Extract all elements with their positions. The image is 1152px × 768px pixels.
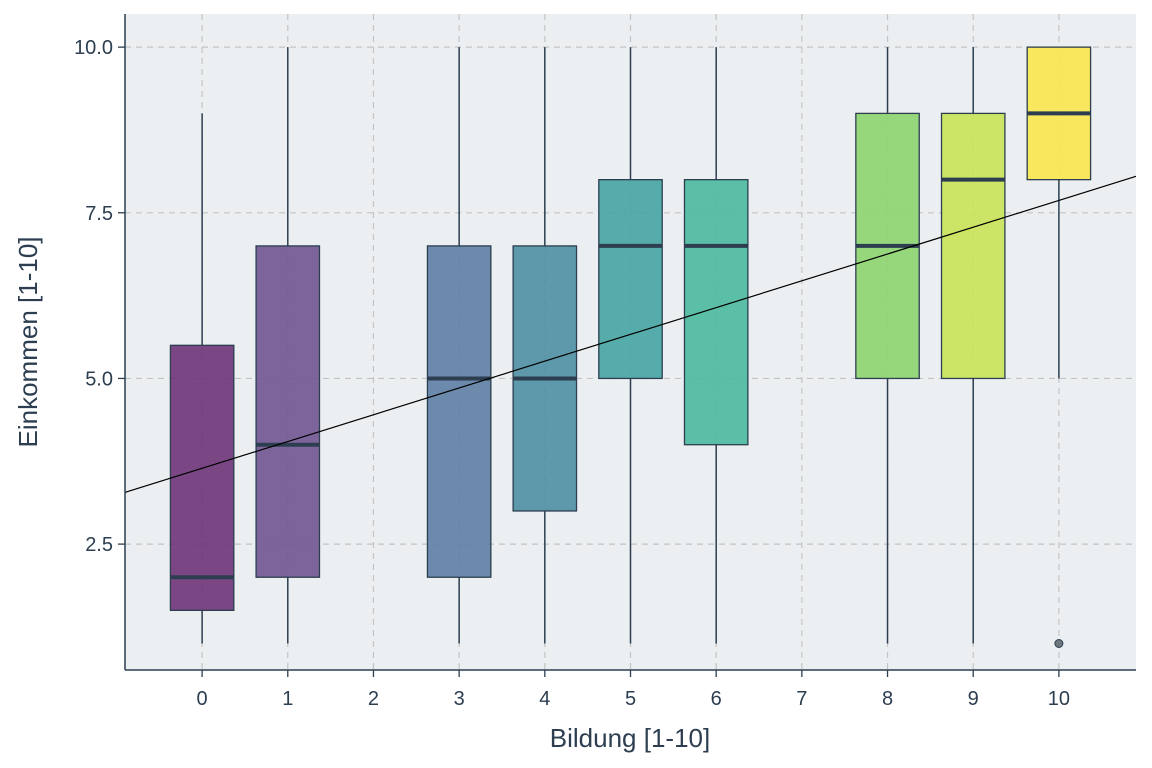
- y-tick-label: 2.5: [85, 534, 113, 556]
- box-5: [598, 47, 663, 644]
- box-1: [255, 47, 321, 644]
- box-6: [683, 47, 749, 644]
- box-4: [512, 47, 578, 644]
- box-iqr: [940, 112, 1006, 380]
- box-iqr: [169, 344, 235, 612]
- x-tick-label: 7: [796, 688, 807, 710]
- tick-labels: 0 1 2 3 4 5 6 7 8 9 10 2.5 5.0 7.5 10.0: [74, 37, 1070, 710]
- y-tick-label: 5.0: [85, 368, 113, 390]
- y-tick-label: 7.5: [85, 203, 113, 225]
- box-9: [940, 47, 1006, 644]
- box-0: [169, 113, 235, 644]
- x-tick-label: 0: [197, 688, 208, 710]
- box-10: [1026, 46, 1092, 648]
- box-3: [426, 47, 492, 644]
- x-tick-label: 3: [454, 688, 465, 710]
- box-iqr: [598, 179, 663, 380]
- boxes: [169, 46, 1092, 648]
- box-8: [855, 47, 920, 644]
- x-tick-label: 1: [282, 688, 293, 710]
- x-tick-label: 4: [539, 688, 550, 710]
- box-iqr: [426, 245, 492, 578]
- x-tick-label: 6: [711, 688, 722, 710]
- y-axis-title: Einkommen [1-10]: [13, 237, 43, 448]
- box-iqr: [683, 179, 749, 446]
- x-tick-label: 5: [625, 688, 636, 710]
- trend-line-group: [124, 175, 1137, 493]
- trend-line: [124, 175, 1137, 493]
- x-tick-label: 2: [368, 688, 379, 710]
- y-tick-label: 10.0: [74, 37, 113, 59]
- x-axis-title: Bildung [1-10]: [550, 723, 710, 753]
- x-tick-label: 8: [882, 688, 893, 710]
- x-tick-label: 9: [968, 688, 979, 710]
- x-tick-label: 10: [1048, 688, 1070, 710]
- outlier-point: [1054, 638, 1064, 648]
- box-iqr: [255, 245, 321, 578]
